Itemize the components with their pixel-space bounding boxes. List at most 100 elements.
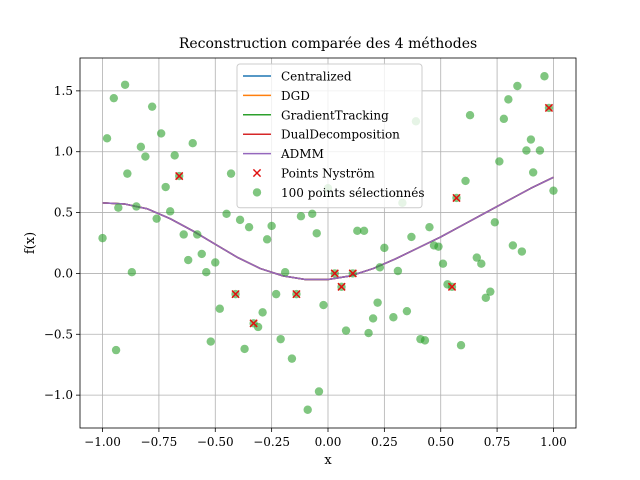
legend-label-100-points-s-lectionn-s: 100 points sélectionnés bbox=[281, 186, 425, 200]
selected-point bbox=[141, 152, 150, 161]
selected-point bbox=[375, 263, 385, 272]
x-tick-label: 1.00 bbox=[540, 435, 567, 449]
selected-point bbox=[114, 203, 123, 212]
selected-point bbox=[477, 259, 486, 268]
selected-point bbox=[513, 81, 522, 91]
y-tick-label: −1.0 bbox=[44, 388, 73, 402]
selected-point bbox=[111, 345, 121, 355]
selected-point bbox=[402, 306, 412, 316]
selected-point bbox=[312, 229, 321, 238]
selected-point bbox=[235, 215, 245, 225]
x-tick-label: −0.75 bbox=[141, 435, 178, 449]
selected-point bbox=[517, 247, 527, 256]
selected-point bbox=[472, 253, 481, 262]
legend: Centralized DGD GradientTracking DualDecomp… bbox=[236, 63, 425, 209]
x-tick-label: 0.75 bbox=[484, 435, 511, 449]
selected-point bbox=[490, 218, 500, 227]
selected-point bbox=[280, 268, 290, 277]
selected-point bbox=[495, 157, 504, 166]
selected-point bbox=[549, 186, 558, 195]
selected-point bbox=[147, 102, 157, 111]
selected-point bbox=[102, 134, 112, 143]
selected-point bbox=[522, 146, 531, 155]
nystrom-point bbox=[348, 269, 357, 278]
nystrom-point bbox=[544, 103, 554, 113]
selected-point bbox=[456, 341, 466, 350]
nystrom-point bbox=[292, 289, 301, 299]
selected-point bbox=[136, 142, 146, 152]
nystrom-markers bbox=[175, 103, 554, 328]
selected-point bbox=[528, 168, 538, 177]
y-tick-label: 1.0 bbox=[54, 145, 73, 159]
selected-point bbox=[393, 266, 403, 276]
legend-label-points-nystr-m: Points Nyström bbox=[281, 167, 375, 181]
x-tick-label: 0.50 bbox=[427, 435, 454, 449]
selected-point bbox=[226, 169, 236, 178]
selected-point bbox=[303, 405, 312, 414]
x-axis-ticks: −1.00 −0.75 −0.50 −0.25 0.00 0.25 0.50 0.75 1.00 bbox=[84, 428, 567, 449]
selected-point bbox=[526, 135, 536, 144]
selected-point bbox=[389, 313, 398, 322]
x-tick-label: 0.00 bbox=[315, 435, 342, 449]
selected-point bbox=[420, 336, 430, 345]
curves bbox=[102, 176, 554, 281]
y-axis-ticks: −1.0 −0.5 0.0 0.5 1.0 1.5 bbox=[44, 84, 80, 402]
legend-label-centralized: Centralized bbox=[281, 70, 352, 84]
selected-point bbox=[258, 308, 267, 317]
selected-point bbox=[308, 209, 317, 218]
y-tick-label: 0.0 bbox=[54, 266, 73, 280]
legend-label-gradienttracking: GradientTracking bbox=[281, 108, 389, 122]
legend-swatch-100-points-s-lectionn-s bbox=[252, 188, 262, 197]
legend-swatch-points-nystr-m bbox=[252, 168, 262, 178]
selected-point bbox=[499, 114, 509, 124]
x-tick-label: −0.25 bbox=[253, 435, 290, 449]
selected-point bbox=[170, 151, 179, 160]
selected-point bbox=[407, 232, 416, 242]
selected-point bbox=[486, 287, 495, 296]
x-axis-label: x bbox=[324, 453, 332, 468]
x-tick-label: −0.50 bbox=[197, 435, 234, 449]
selected-point bbox=[319, 300, 328, 310]
selected-point bbox=[120, 80, 130, 89]
selected-point bbox=[202, 268, 211, 277]
selected-point bbox=[132, 202, 141, 211]
x-tick-label: 0.25 bbox=[371, 435, 398, 449]
legend-label-dualdecomposition: DualDecomposition bbox=[281, 128, 400, 142]
selected-point bbox=[314, 387, 324, 396]
selected-point bbox=[341, 326, 351, 335]
nystrom-point bbox=[231, 289, 240, 299]
selected-point bbox=[425, 222, 434, 232]
selected-point bbox=[188, 138, 197, 148]
chart-title: Reconstruction comparée des 4 méthodes bbox=[179, 36, 477, 52]
nystrom-point bbox=[249, 319, 258, 328]
nystrom-point bbox=[330, 269, 339, 278]
selected-point bbox=[296, 212, 306, 221]
selected-point bbox=[165, 207, 175, 216]
selected-point bbox=[508, 241, 518, 250]
selected-point bbox=[215, 304, 224, 313]
selected-point bbox=[197, 249, 206, 259]
y-axis-label: f(x) bbox=[23, 232, 38, 254]
selected-point bbox=[535, 146, 545, 155]
nystrom-point bbox=[337, 282, 346, 291]
selected-point bbox=[98, 233, 107, 243]
selected-point bbox=[123, 169, 132, 178]
selected-point bbox=[184, 255, 193, 265]
selected-point bbox=[222, 209, 231, 218]
legend-label-admm: ADMM bbox=[280, 147, 324, 161]
selected-point bbox=[364, 328, 373, 338]
selected-point bbox=[161, 182, 170, 192]
selected-point bbox=[287, 354, 297, 363]
selected-point bbox=[179, 230, 188, 239]
selected-point bbox=[504, 95, 513, 104]
selected-point bbox=[368, 314, 378, 323]
selected-point bbox=[461, 176, 470, 186]
selected-point bbox=[109, 93, 119, 103]
selected-point bbox=[152, 214, 161, 223]
selected-point bbox=[438, 259, 448, 268]
selected-point bbox=[465, 111, 475, 120]
selected-point bbox=[127, 268, 137, 277]
selected-point bbox=[244, 222, 254, 232]
nystrom-point bbox=[452, 193, 461, 203]
